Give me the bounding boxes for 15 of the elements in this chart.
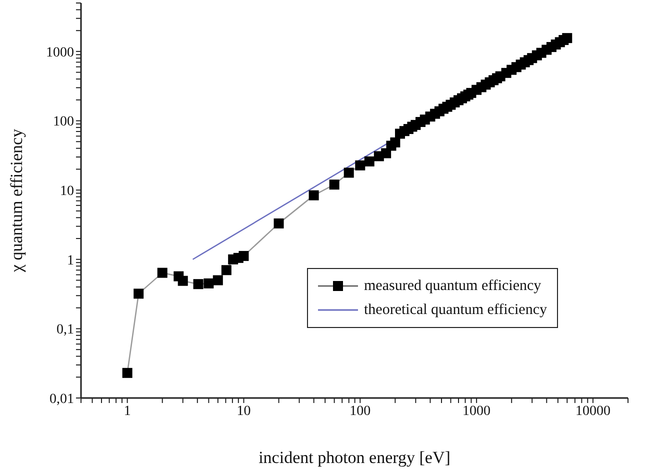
x-tick-label: 10 — [236, 404, 251, 419]
x-tick-label: 1000 — [462, 404, 491, 419]
y-tick-label: 10 — [60, 184, 74, 200]
y-axis-title: χ quantum efficiency — [7, 128, 26, 274]
y-tick-label: 1 — [67, 253, 74, 268]
x-tick-label: 1 — [124, 404, 131, 419]
y-tick-label: 100 — [53, 114, 74, 130]
y-tick-label: 0,1 — [56, 322, 74, 338]
x-axis-title: incident photon energy [eV] — [258, 448, 450, 467]
y-tick-label: 1000 — [46, 45, 74, 60]
y-tick-label: 0,01 — [50, 392, 74, 407]
legend-label: measured quantum efficiency — [364, 278, 542, 294]
x-tick-label: 100 — [350, 404, 371, 419]
legend-label: theoretical quantum efficiency — [364, 302, 547, 318]
x-tick-label: 10000 — [575, 404, 610, 419]
